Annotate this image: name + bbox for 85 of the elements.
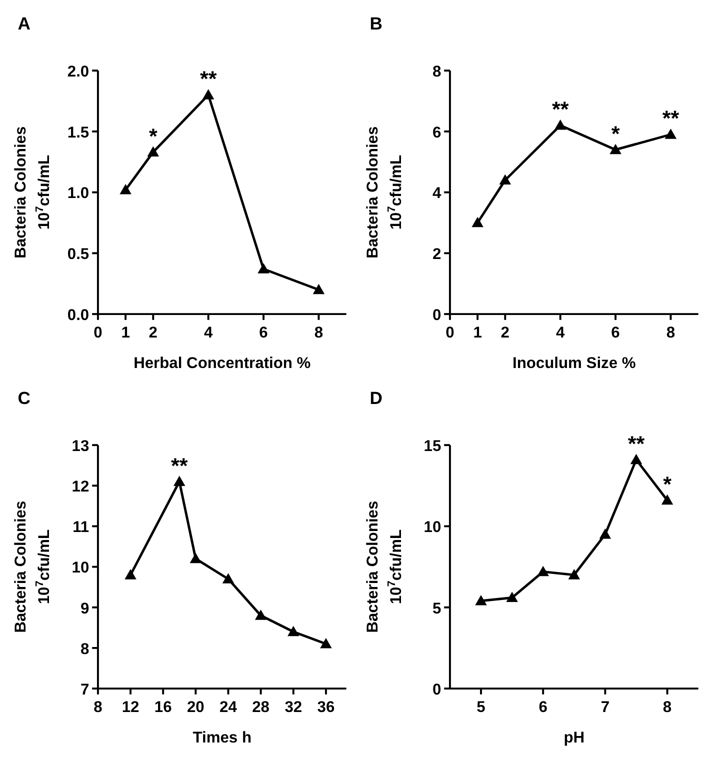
x-tick-label: 36 bbox=[317, 699, 335, 716]
point bbox=[174, 476, 186, 486]
y-tick-label: 1.0 bbox=[67, 185, 90, 202]
x-axis-title: pH bbox=[564, 729, 585, 746]
chart-title: A bbox=[18, 14, 31, 34]
x-tick-label: 5 bbox=[476, 699, 486, 716]
y-tick-label: 0 bbox=[432, 681, 442, 698]
point bbox=[664, 128, 677, 139]
x-tick-label: 8 bbox=[94, 699, 103, 716]
y-tick-label: 4 bbox=[432, 185, 442, 202]
x-tick-label: 4 bbox=[204, 324, 213, 342]
point bbox=[506, 592, 518, 602]
x-tick-label: 6 bbox=[611, 324, 620, 342]
chart-title: D bbox=[370, 388, 382, 408]
x-tick-label: 8 bbox=[314, 324, 324, 342]
y-tick-label: 9 bbox=[80, 600, 90, 618]
annotation: ** bbox=[628, 432, 646, 456]
x-tick-label: 8 bbox=[666, 324, 676, 342]
point bbox=[554, 120, 566, 130]
annotation: * bbox=[611, 122, 620, 146]
point bbox=[537, 566, 549, 576]
x-tick-label: 0 bbox=[446, 324, 455, 342]
x-tick-label: 1 bbox=[473, 324, 482, 342]
annotation: ** bbox=[200, 67, 218, 92]
x-tick-label: 24 bbox=[220, 699, 238, 716]
y-tick-label: 12 bbox=[72, 478, 90, 496]
annotation: ** bbox=[662, 106, 680, 131]
y-tick-label: 8 bbox=[80, 640, 90, 658]
x-tick-label: 20 bbox=[186, 699, 205, 716]
x-tick-label: 7 bbox=[600, 699, 610, 716]
y-tick-label: 15 bbox=[424, 438, 442, 455]
chart-title: C bbox=[18, 388, 31, 408]
point bbox=[630, 454, 642, 464]
x-tick-label: 8 bbox=[662, 699, 672, 716]
point bbox=[288, 626, 300, 636]
y-tick-label: 2.0 bbox=[67, 63, 90, 80]
x-tick-label: 6 bbox=[538, 699, 548, 716]
annotation: ** bbox=[171, 454, 188, 478]
point bbox=[499, 174, 512, 185]
y-tick-label: 13 bbox=[72, 438, 90, 455]
y-tick-label: 5 bbox=[432, 600, 442, 618]
y-tick-label: 6 bbox=[432, 124, 442, 142]
x-tick-label: 12 bbox=[122, 699, 140, 716]
annotation: * bbox=[663, 472, 672, 496]
point bbox=[258, 263, 270, 274]
point bbox=[472, 216, 484, 228]
y-tick-label: 11 bbox=[72, 519, 90, 536]
y-tick-label: 7 bbox=[80, 681, 90, 698]
point bbox=[120, 184, 132, 194]
x-tick-label: 0 bbox=[94, 324, 103, 342]
point bbox=[661, 494, 674, 505]
point bbox=[599, 528, 612, 539]
annotation: * bbox=[148, 124, 158, 148]
x-tick-label: 28 bbox=[252, 699, 270, 716]
point bbox=[254, 610, 267, 620]
y-tick-label: 2 bbox=[432, 246, 442, 264]
x-tick-label: 2 bbox=[500, 324, 510, 342]
x-tick-label: 2 bbox=[148, 324, 158, 342]
y-tick-label: 10 bbox=[424, 519, 442, 536]
y-tick-label: 8 bbox=[432, 63, 442, 80]
point bbox=[202, 89, 214, 100]
point bbox=[568, 569, 580, 580]
point bbox=[312, 284, 325, 294]
point bbox=[124, 569, 136, 580]
y-tick-label: 0.5 bbox=[67, 246, 90, 264]
x-tick-label: 16 bbox=[154, 699, 172, 716]
x-tick-label: 6 bbox=[259, 324, 268, 342]
x-tick-label: 1 bbox=[121, 324, 130, 342]
point bbox=[222, 573, 234, 584]
chart-title: B bbox=[370, 14, 382, 34]
x-axis-title: Inoculum Size % bbox=[512, 354, 636, 372]
point bbox=[147, 146, 160, 157]
point bbox=[475, 595, 487, 606]
y-tick-label: 0 bbox=[432, 306, 442, 324]
x-tick-label: 4 bbox=[556, 324, 565, 342]
point bbox=[190, 552, 202, 564]
point bbox=[320, 638, 332, 648]
y-tick-label: 0.0 bbox=[67, 306, 90, 324]
point bbox=[610, 144, 622, 154]
x-tick-label: 32 bbox=[284, 699, 302, 716]
annotation: ** bbox=[552, 98, 570, 122]
x-axis-title: Herbal Concentration % bbox=[134, 354, 311, 372]
x-axis-title: Times h bbox=[192, 729, 252, 746]
y-tick-label: 1.5 bbox=[67, 124, 90, 142]
y-tick-label: 10 bbox=[72, 560, 90, 577]
